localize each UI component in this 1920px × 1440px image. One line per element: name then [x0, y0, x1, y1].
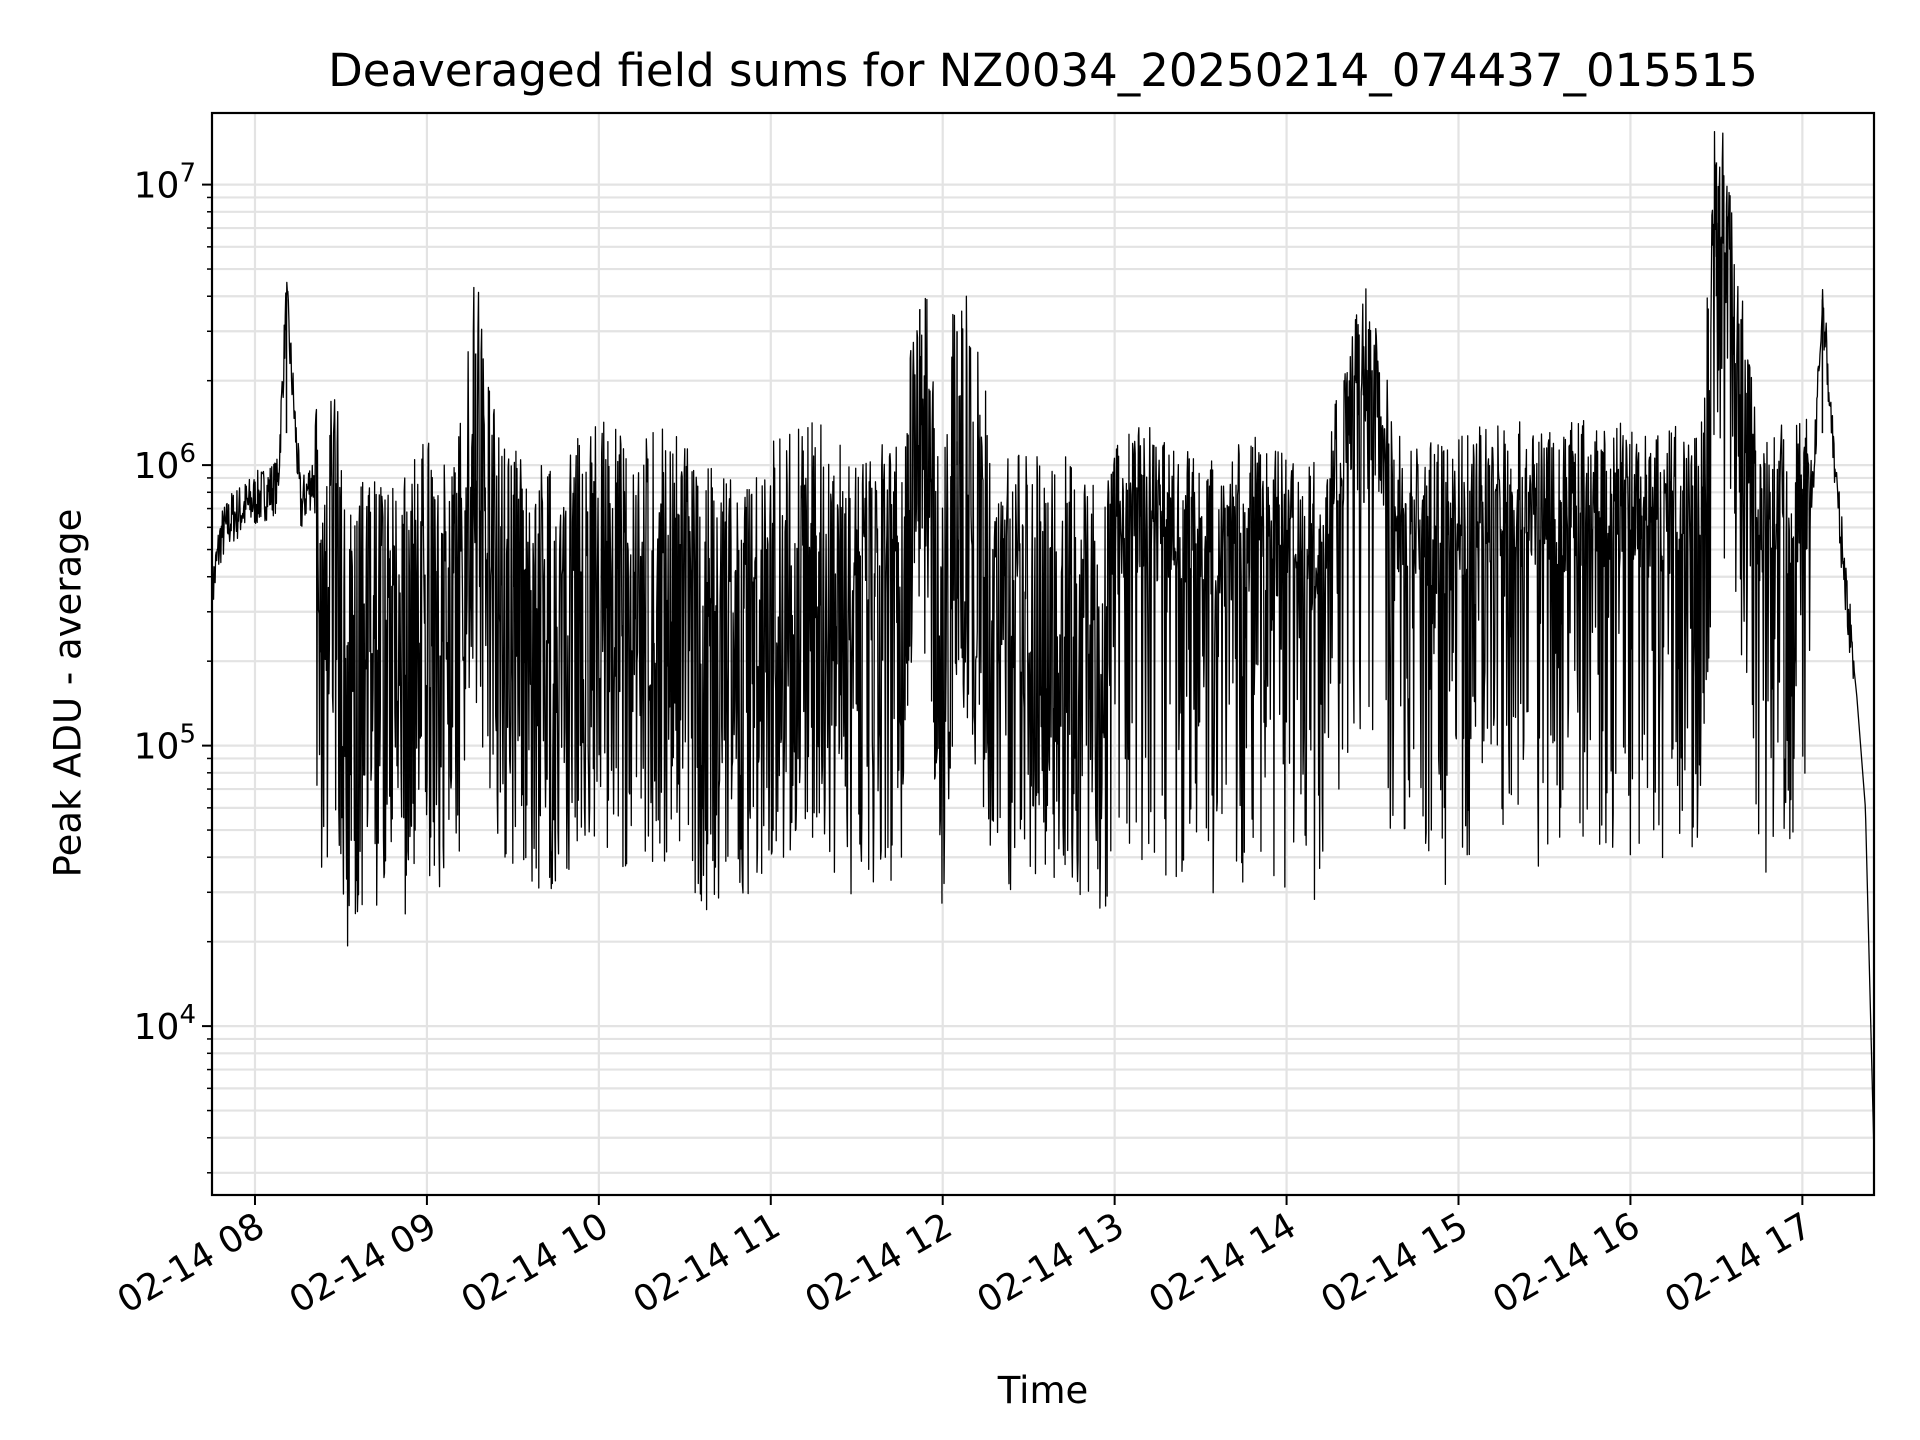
- x-tick-label: 02-14 10: [455, 1205, 616, 1321]
- y-tick-label: 104: [134, 1000, 196, 1048]
- y-tick-label: 107: [134, 159, 196, 207]
- plot-frame: [210, 111, 1876, 1197]
- series-layer: [211, 130, 1875, 1155]
- y-tick-label: 106: [134, 439, 196, 487]
- x-tick-label: 02-14 08: [111, 1205, 272, 1321]
- x-tick-label: 02-14 13: [970, 1205, 1131, 1321]
- x-tick-label: 02-14 15: [1314, 1205, 1475, 1321]
- x-axis-label: Time: [997, 1369, 1089, 1412]
- x-tick-label: 02-14 11: [627, 1205, 788, 1321]
- x-tick-label: 02-14 16: [1486, 1205, 1647, 1321]
- y-tick-label: 105: [134, 720, 196, 768]
- series-line: [211, 130, 1875, 1155]
- x-tick-label: 02-14 09: [283, 1205, 444, 1321]
- x-tick-label: 02-14 17: [1658, 1205, 1819, 1321]
- x-tick-label: 02-14 12: [799, 1205, 960, 1321]
- x-tick-label: 02-14 14: [1142, 1205, 1303, 1321]
- chart-title: Deaveraged field sums for NZ0034_2025021…: [328, 44, 1758, 97]
